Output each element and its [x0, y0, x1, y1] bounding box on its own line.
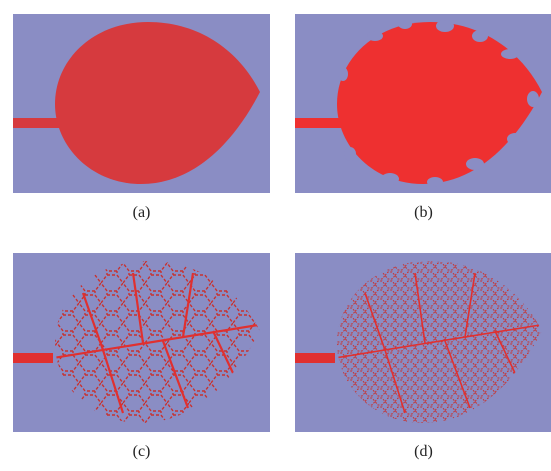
panel-label: (b) — [295, 204, 551, 222]
panel-c — [13, 253, 270, 432]
panel-label: (d) — [295, 443, 551, 461]
panel-label: (c) — [13, 443, 270, 461]
panel-label: (a) — [13, 204, 270, 222]
panel-d — [295, 253, 551, 432]
figure: {"panels": [{"label": "(a)"}, {"label": … — [0, 0, 551, 471]
panel-b — [295, 14, 551, 193]
panel-a — [13, 14, 270, 193]
